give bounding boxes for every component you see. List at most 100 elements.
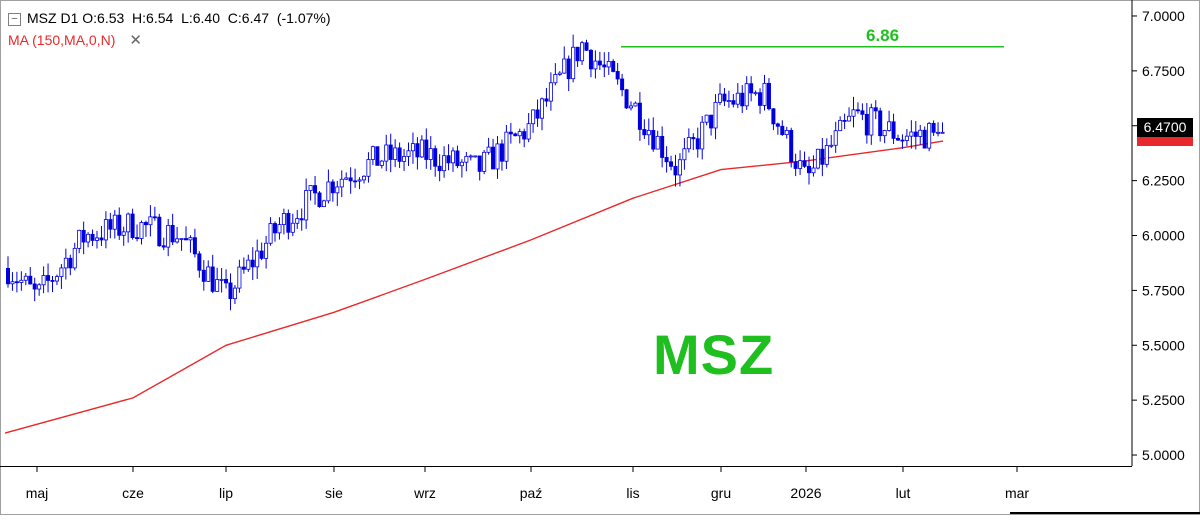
candle-body (851, 109, 856, 117)
candle-body (820, 148, 825, 165)
candle (424, 128, 429, 169)
close-x-icon[interactable]: ✕ (129, 32, 142, 49)
candle (597, 51, 602, 71)
candle (201, 260, 206, 291)
candle (335, 180, 340, 206)
candle (744, 76, 749, 111)
candle (450, 147, 455, 172)
candle (219, 268, 224, 293)
y-tick-label: 6.2500 (1142, 173, 1185, 189)
candle (330, 179, 335, 202)
candle-body (798, 160, 803, 169)
candle-body (23, 275, 28, 281)
candle (940, 122, 945, 134)
x-tick-label: mar (1005, 485, 1029, 501)
candle (437, 154, 442, 182)
candle (86, 232, 91, 248)
candle-body (464, 155, 469, 163)
candle (669, 155, 674, 171)
candle-body (19, 279, 24, 283)
candle-body (548, 82, 553, 102)
candle-body (913, 131, 918, 137)
candle-body (86, 233, 91, 243)
candle (299, 208, 304, 231)
candle (46, 263, 51, 293)
candle (873, 100, 878, 120)
candle (615, 62, 620, 85)
candle (722, 87, 727, 107)
candle (802, 151, 807, 168)
last-price-tag: 6.4700 (1137, 118, 1193, 137)
candle-body (95, 237, 100, 241)
candle (820, 137, 825, 177)
candle-body (531, 109, 536, 125)
candle-body (931, 122, 936, 133)
candle-body (744, 83, 749, 107)
candle-body (562, 58, 567, 74)
x-tick-label: lis (626, 485, 639, 501)
candle (517, 128, 522, 144)
candle (677, 153, 682, 187)
candle-body (41, 275, 46, 286)
candle-body (81, 229, 86, 243)
candle-body (606, 61, 611, 68)
candle (896, 134, 901, 142)
candle-body (646, 130, 651, 136)
candle (215, 267, 220, 292)
candle (646, 118, 651, 146)
candle (95, 230, 100, 249)
candle-body (749, 83, 754, 94)
candle (651, 117, 656, 152)
candle (855, 102, 860, 114)
candle (433, 145, 438, 177)
candle-body (602, 64, 607, 68)
candle-body (588, 49, 593, 70)
candle-body (450, 150, 455, 164)
candle (673, 154, 678, 187)
candle-body (611, 61, 616, 72)
candle (695, 127, 700, 158)
candle-body (117, 214, 122, 236)
candle (735, 83, 740, 109)
candle (206, 260, 211, 282)
candle-body (651, 130, 656, 150)
candle-body (68, 257, 73, 269)
candle-body (121, 231, 126, 236)
candle (758, 88, 763, 114)
candle-body (811, 167, 816, 174)
candle-body (864, 113, 869, 136)
candle-body (14, 281, 19, 284)
candle (838, 116, 843, 132)
candle-body (161, 245, 166, 248)
candle (117, 207, 122, 240)
candle-body (166, 225, 171, 248)
candle-body (419, 139, 424, 158)
candle (317, 191, 322, 208)
indicator-label[interactable]: MA (150,MA,0,N) (8, 32, 116, 48)
candle-body (838, 119, 843, 132)
candle-body (700, 121, 705, 150)
candle (379, 159, 384, 169)
candle-body (873, 107, 878, 112)
candle-body (824, 145, 829, 165)
y-tick-label: 5.5000 (1142, 337, 1185, 353)
candle-body (713, 101, 718, 129)
candle (170, 213, 175, 246)
candle-body (370, 146, 375, 160)
candle-body (406, 150, 411, 157)
candle-body (433, 148, 438, 167)
candle-body (517, 131, 522, 137)
candle-body (615, 71, 620, 80)
candle-body (855, 109, 860, 112)
candle-body (46, 275, 51, 281)
candle (557, 71, 562, 77)
x-tick-label: maj (26, 485, 49, 501)
symbol-watermark: MSZ (653, 323, 775, 386)
candle (531, 109, 536, 133)
candle-body (228, 282, 233, 300)
candle (655, 130, 660, 150)
minus-box-icon[interactable]: − (8, 13, 21, 26)
candle-body (281, 213, 286, 225)
